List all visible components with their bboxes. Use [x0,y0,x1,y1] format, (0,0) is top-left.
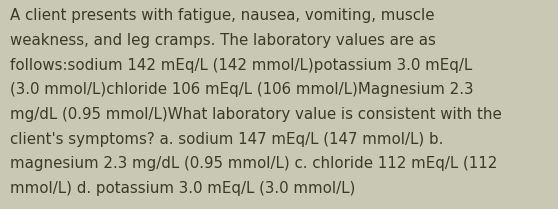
Text: magnesium 2.3 mg/dL (0.95 mmol/L) c. chloride 112 mEq/L (112: magnesium 2.3 mg/dL (0.95 mmol/L) c. chl… [10,156,497,171]
Text: (3.0 mmol/L)chloride 106 mEq/L (106 mmol/L)Magnesium 2.3: (3.0 mmol/L)chloride 106 mEq/L (106 mmol… [10,82,474,97]
Text: client's symptoms? a. sodium 147 mEq/L (147 mmol/L) b.: client's symptoms? a. sodium 147 mEq/L (… [10,132,444,147]
Text: mg/dL (0.95 mmol/L)What laboratory value is consistent with the: mg/dL (0.95 mmol/L)What laboratory value… [10,107,502,122]
Text: mmol/L) d. potassium 3.0 mEq/L (3.0 mmol/L): mmol/L) d. potassium 3.0 mEq/L (3.0 mmol… [10,181,355,196]
Text: follows:sodium 142 mEq/L (142 mmol/L)potassium 3.0 mEq/L: follows:sodium 142 mEq/L (142 mmol/L)pot… [10,58,472,73]
Text: A client presents with fatigue, nausea, vomiting, muscle: A client presents with fatigue, nausea, … [10,8,435,23]
Text: weakness, and leg cramps. The laboratory values are as: weakness, and leg cramps. The laboratory… [10,33,436,48]
